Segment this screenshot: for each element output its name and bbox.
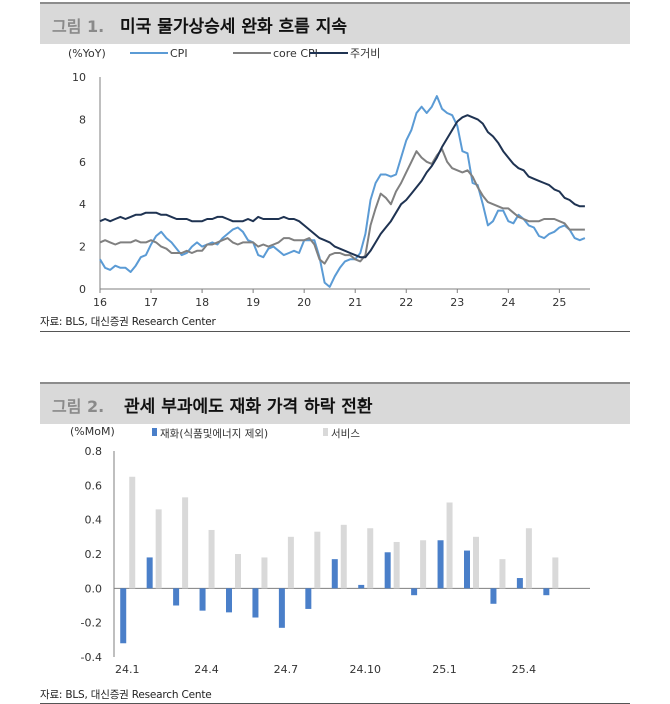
figure2-goods-bar [146,557,153,589]
figure2-services-bar [261,557,268,589]
figure1-x-tick-label: 19 [246,296,260,309]
figure1-legend-label: 주거비 [350,47,380,60]
figure1-y-tick-label: 8 [79,113,86,126]
figure2-x-tick-label: 24.1 [115,663,140,676]
figure1-header: 그림 1. 미국 물가상승세 완화 흐름 지속 [40,2,630,44]
figure2-goods-bar [490,588,497,604]
figure2-services-bar [208,529,215,589]
figure1-y-unit: (%YoY) [68,47,106,60]
figure1-y-tick-label: 0 [79,283,86,296]
figure2-goods-bar [120,588,127,644]
figure2-x-tick-label: 24.10 [349,663,381,676]
figure2-services-bar [129,476,136,589]
figure2-label: 그림 2. [52,397,105,416]
figure2-services-bar [393,541,400,589]
figure2-x-tick-label: 24.7 [274,663,299,676]
figure2-services-bar [499,559,506,589]
figure2-y-tick-label: -0.2 [81,617,102,630]
figure1-bottom-rule [40,331,630,332]
figure1-y-tick-label: 4 [79,198,86,211]
figure1-x-tick-label: 18 [195,296,209,309]
figure2-services-bar [287,536,294,589]
figure1-series-line [99,114,585,259]
figure1-series-line [99,95,586,288]
figure2-goods-bar [173,588,180,606]
figure1-x-tick-label: 20 [297,296,311,309]
figure1-x-tick-label: 22 [399,296,413,309]
figure1-label: 그림 1. [52,17,105,36]
figure2-y-unit: (%MoM) [70,425,115,438]
figure2-x-tick-label: 24.4 [194,663,219,676]
figure2-x-tick-label: 25.4 [512,663,537,676]
figure2-goods-bar [411,588,418,596]
figure1-title: 미국 물가상승세 완화 흐름 지속 [120,17,347,37]
figure2-y-tick-label: 0.2 [85,548,103,561]
figure1-series-line [99,148,585,265]
figure2-y-tick-label: 0.8 [85,445,103,458]
figure2-goods-bar [226,588,232,613]
figure2-goods-bar [464,550,470,589]
figure2-legend-swatch [152,428,157,436]
figure2-goods-bar [331,559,338,589]
figure2-goods-bar [199,588,206,611]
figure2-y-tick-label: -0.4 [81,651,102,664]
figure1-y-tick-label: 6 [79,156,86,169]
figure2-y-tick-label: 0.6 [85,479,103,492]
figure2-services-bar [314,531,321,589]
figure2-goods-bar [305,588,312,609]
figure2-y-tick-label: 0.4 [85,514,103,527]
figure1-y-tick-label: 2 [79,241,86,254]
figure2-goods-bar [384,552,391,589]
figure2-title: 관세 부과에도 재화 가격 하락 전환 [124,397,373,417]
figure2-goods-bar [437,540,444,589]
figure2-source: 자료: BLS, 대신증권 Research Cente [40,689,212,701]
figure2-header: 그림 2. 관세 부과에도 재화 가격 하락 전환 [40,382,630,424]
figure2-services-bar [367,528,374,589]
figure1-x-tick-label: 17 [144,296,158,309]
figure1-y-tick-label: 10 [72,71,86,84]
figure2-services-bar [473,536,479,589]
figure2-legend-swatch [323,428,328,436]
figure2-goods-bar [516,578,523,589]
figure2-services-bar [340,524,347,589]
figure1-x-tick-label: 16 [93,296,107,309]
figure1-x-tick-label: 23 [450,296,464,309]
figure2-y-tick-label: 0.0 [85,582,103,595]
figure1-legend-label: CPI [170,47,188,60]
figure1-x-tick-label: 25 [552,296,566,309]
figure2-goods-bar [252,588,259,618]
figure2-goods-bar [358,584,365,589]
figure2-services-bar [552,557,559,589]
figure2-goods-bar [278,588,285,628]
figure2-goods-bar [543,588,550,596]
figure1-x-tick-label: 21 [348,296,362,309]
figure2-services-bar [446,502,453,589]
figure2-services-bar [155,509,162,589]
figure2-services-bar [182,497,189,589]
figure2-services-bar [420,540,427,589]
figure2-legend-label: 서비스 [331,428,360,440]
figure2-services-bar [235,554,241,589]
figure1-source: 자료: BLS, 대신증권 Research Center [40,316,216,328]
figure1-legend-label: core CPI [273,47,318,60]
figure2-x-tick-label: 25.1 [432,663,457,676]
figure2-legend-label: 재화(식품및에너지 제외) [160,428,268,440]
figure2-services-bar [525,528,532,589]
figure2-chart: (%MoM) -0.4 -0.2 0.0 0.2 0.4 0.6 0.8 24.1 24.4 24.… [70,425,590,676]
figure1-x-tick-label: 24 [501,296,515,309]
